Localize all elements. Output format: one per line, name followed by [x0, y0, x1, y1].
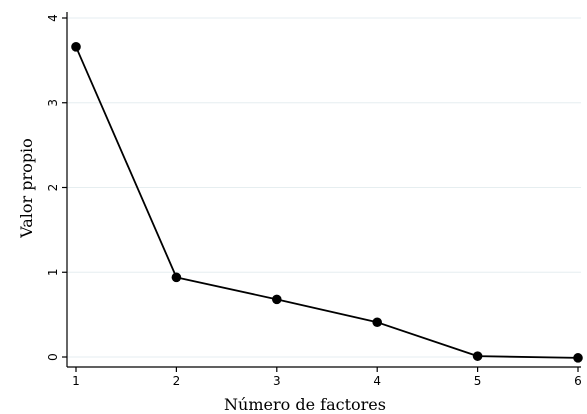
series	[71, 42, 583, 363]
x-axis-title: Número de factores	[224, 395, 386, 414]
data-point-3	[272, 294, 282, 305]
data-point-6	[573, 353, 583, 363]
x-axis-ticks: 1 2 3 4 5 6	[72, 367, 582, 388]
x-tick-label-3: 3	[273, 374, 281, 388]
data-point-5	[472, 351, 483, 361]
y-axis-title: Valor propio	[17, 138, 36, 239]
data-point-4	[372, 317, 383, 328]
data-point-2	[171, 272, 182, 283]
y-tick-label-4: 4	[46, 14, 60, 22]
y-axis-ticks: 0 1 2 3 4	[46, 14, 67, 361]
x-tick-label-4: 4	[373, 374, 381, 388]
x-tick-label-1: 1	[72, 374, 80, 388]
x-tick-label-2: 2	[173, 374, 181, 388]
data-point-1	[71, 42, 81, 52]
grid-lines	[67, 17, 581, 358]
x-tick-label-6: 6	[574, 374, 582, 388]
y-tick-label-2: 2	[46, 184, 60, 192]
axes	[66, 12, 581, 368]
y-tick-label-3: 3	[46, 99, 60, 107]
x-tick-label-5: 5	[474, 374, 482, 388]
y-tick-label-1: 1	[46, 268, 60, 276]
y-tick-label-0: 0	[46, 353, 60, 361]
series-line	[75, 46, 579, 359]
